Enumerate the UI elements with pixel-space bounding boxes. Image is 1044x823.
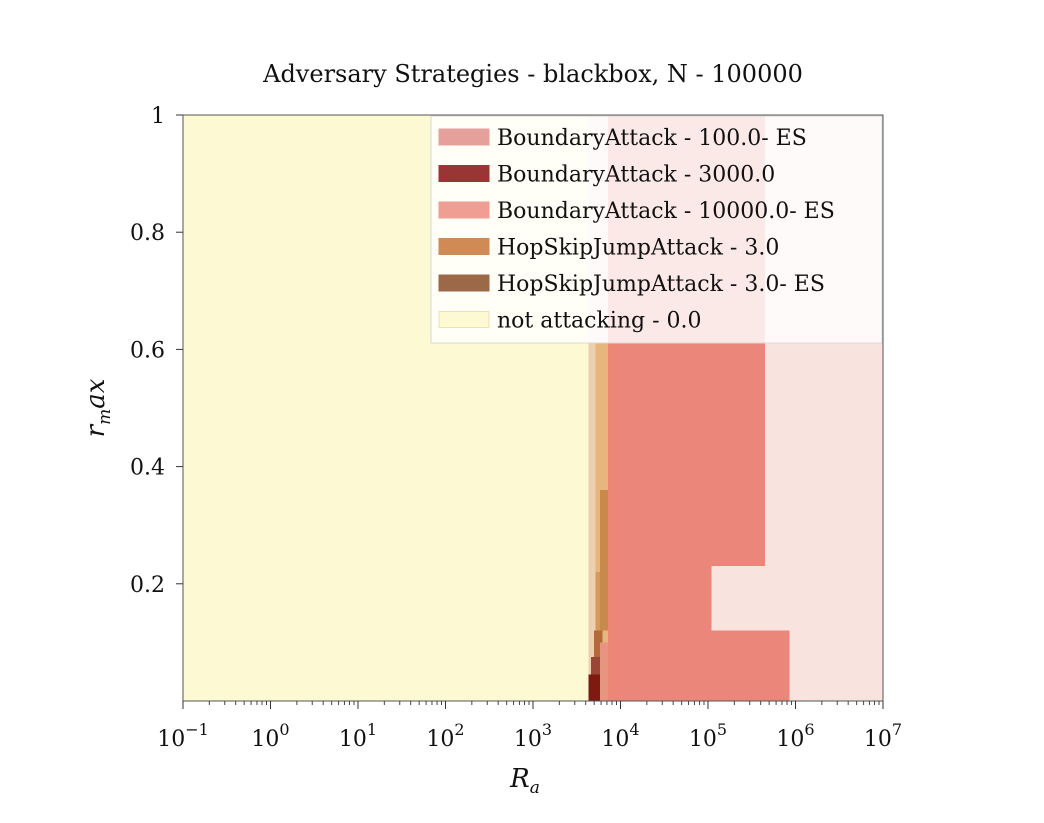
x-tick-label-6: 105 xyxy=(689,720,727,752)
legend-label-1: BoundaryAttack - 3000.0 xyxy=(497,163,775,188)
legend-swatch-5 xyxy=(438,311,490,328)
legend-label-4: HopSkipJumpAttack - 3.0- ES xyxy=(497,272,825,297)
x-axis-label: Ra xyxy=(509,764,540,798)
x-tick-label-2: 101 xyxy=(339,720,377,752)
y-axis: 0.2 0.4 0.6 0.8 1 xyxy=(130,104,183,598)
heatmap-region-4 xyxy=(608,115,617,701)
heatmap-region-9 xyxy=(595,572,600,643)
x-tick-label-0: 10−1 xyxy=(157,720,209,752)
y-tick-label-3: 0.8 xyxy=(130,221,165,246)
heatmap-region-8 xyxy=(599,490,609,631)
legend-swatch-4 xyxy=(438,274,490,292)
legend-label-3: HopSkipJumpAttack - 3.0 xyxy=(497,236,779,261)
legend-swatch-2 xyxy=(438,201,490,219)
x-tick-label-1: 100 xyxy=(251,720,289,752)
heatmap-region-6 xyxy=(711,566,766,631)
heatmap-region-11 xyxy=(590,657,602,675)
legend: BoundaryAttack - 100.0- ES BoundaryAttack… xyxy=(430,115,883,344)
x-tick-label-4: 103 xyxy=(514,720,552,752)
y-tick-label-1: 0.4 xyxy=(130,456,165,481)
heatmap-region-13 xyxy=(599,642,609,701)
x-tick-label-3: 102 xyxy=(426,720,464,752)
x-tick-label-5: 104 xyxy=(601,720,639,752)
heatmap-region-10 xyxy=(594,630,603,660)
x-tick-label-8: 107 xyxy=(864,720,902,752)
legend-swatch-1 xyxy=(438,165,490,182)
legend-swatch-0 xyxy=(438,128,490,146)
legend-swatch-3 xyxy=(438,238,490,255)
y-axis-label: rmax xyxy=(81,378,115,437)
legend-label-5: not attacking - 0.0 xyxy=(497,309,702,334)
y-tick-label-0: 0.2 xyxy=(130,573,165,598)
legend-label-0: BoundaryAttack - 100.0- ES xyxy=(497,126,807,151)
legend-entries: BoundaryAttack - 100.0- ES BoundaryAttack… xyxy=(438,126,835,334)
heatmap-region-2 xyxy=(588,343,596,701)
chart-title: Adversary Strategies - blackbox, N - 100… xyxy=(262,60,803,88)
y-tick-label-4: 1 xyxy=(151,104,165,129)
legend-box xyxy=(430,115,883,344)
heatmap-region-12 xyxy=(588,674,600,701)
legend-label-2: BoundaryAttack - 10000.0- ES xyxy=(497,199,835,224)
x-tick-label-7: 106 xyxy=(776,720,814,752)
x-axis: 10−1 100 101 102 103 104 105 106 107 xyxy=(157,701,902,752)
y-tick-label-2: 0.6 xyxy=(130,338,165,363)
heatmap-region-7 xyxy=(765,630,790,701)
